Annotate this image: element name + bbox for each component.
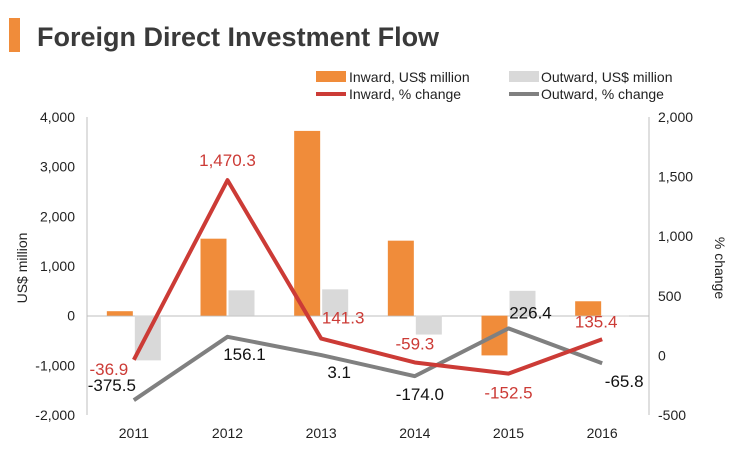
data-label-inward-pct-2012: 1,470.3 — [199, 151, 256, 170]
bar-outward-2015 — [509, 290, 536, 316]
y-right-tick-label: 2,000 — [658, 109, 693, 125]
data-label-outward-pct-2011: -375.5 — [88, 376, 136, 395]
data-label-outward-pct-2012: 156.1 — [223, 345, 266, 364]
bar-outward-2012 — [228, 290, 255, 316]
bar-outward-2014 — [415, 315, 442, 335]
data-label-outward-pct-2016: -65.8 — [605, 372, 644, 391]
x-tick-label: 2016 — [587, 425, 618, 441]
y-left-tick-label: -2,000 — [35, 407, 75, 423]
legend-swatch-inward-bar — [316, 71, 346, 82]
legend-label-inward-bar: Inward, US$ million — [349, 69, 470, 85]
x-tick-label: 2015 — [493, 425, 524, 441]
x-tick-label: 2013 — [306, 425, 337, 441]
x-tick-label: 2012 — [212, 425, 243, 441]
data-label-outward-pct-2014: -174.0 — [396, 385, 444, 404]
x-tick-label: 2011 — [119, 425, 149, 441]
y-left-tick-label: 0 — [67, 308, 75, 324]
y-right-tick-labels: 2,000 1,500 1,000 500 0 -500 — [658, 109, 693, 423]
y-left-tick-labels: 4,000 3,000 2,000 1,000 0 -1,000 -2,000 — [35, 109, 75, 423]
legend-label-outward-bar: Outward, US$ million — [541, 69, 673, 85]
legend-label-outward-line: Outward, % change — [541, 86, 664, 102]
y-left-tick-label: 4,000 — [40, 109, 75, 125]
legend-label-inward-line: Inward, % change — [349, 86, 461, 102]
y-right-tick-label: 500 — [658, 288, 682, 304]
data-label-inward-pct-2016: 135.4 — [575, 312, 618, 331]
y-left-axis-label: US$ million — [14, 233, 30, 304]
line-inward-pct-change — [132, 178, 603, 376]
bar-outward-2016 — [603, 315, 630, 317]
bar-inward-2014 — [387, 240, 414, 316]
legend: Inward, US$ million Outward, US$ million… — [316, 69, 673, 102]
title-accent-bar — [9, 18, 20, 52]
y-left-tick-label: -1,000 — [35, 357, 75, 373]
y-left-tick-label: 3,000 — [40, 159, 75, 175]
y-right-axis-label: % change — [712, 237, 728, 299]
data-labels: -36.9 1,470.3 141.3 -59.3 -152.5 135.4 -375.5 1… — [88, 151, 644, 404]
data-label-outward-pct-2015: 226.4 — [509, 303, 552, 322]
lines — [132, 178, 603, 402]
x-tick-label: 2014 — [399, 425, 430, 441]
data-label-inward-pct-2014: -59.3 — [395, 334, 434, 353]
y-right-tick-label: -500 — [658, 407, 686, 423]
data-label-inward-pct-2015: -152.5 — [484, 384, 532, 403]
data-label-inward-pct-2013: 141.3 — [322, 309, 365, 328]
bar-inward-2013 — [294, 130, 321, 316]
bar-inward-2016 — [575, 301, 602, 316]
legend-swatch-outward-bar — [509, 71, 539, 82]
y-right-tick-label: 0 — [658, 347, 666, 363]
y-left-tick-label: 2,000 — [40, 208, 75, 224]
chart-title: Foreign Direct Investment Flow — [37, 22, 440, 52]
bar-inward-2011 — [106, 311, 133, 316]
data-label-inward-pct-2011: -36.9 — [89, 360, 128, 379]
bars — [106, 130, 630, 361]
data-label-outward-pct-2013: 3.1 — [327, 363, 351, 382]
bar-outward-2013 — [322, 289, 349, 316]
line-outward-pct-change — [132, 326, 603, 402]
bar-inward-2012 — [200, 238, 227, 316]
y-right-tick-label: 1,500 — [658, 169, 693, 185]
y-left-tick-label: 1,000 — [40, 258, 75, 274]
y-right-tick-label: 1,000 — [658, 228, 693, 244]
x-tick-labels: 2011 2012 2013 2014 2015 2016 — [119, 425, 618, 441]
